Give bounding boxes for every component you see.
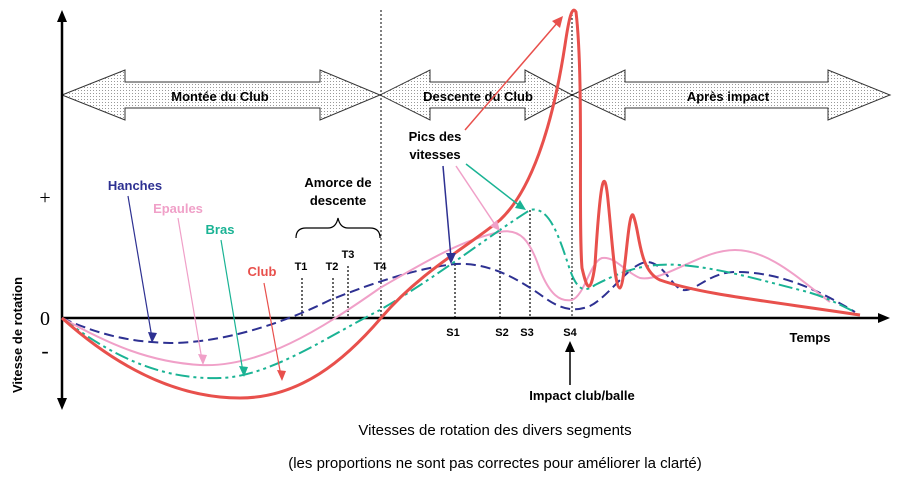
phase-arrow-after-impact bbox=[570, 69, 892, 121]
s-markers: S1 S2 S3 S4 bbox=[446, 210, 578, 339]
speed-peaks-label-line2: vitesses bbox=[409, 147, 460, 162]
downswing-start-label-line1: Amorce de bbox=[304, 175, 371, 190]
s4-label: S4 bbox=[563, 327, 577, 339]
arms-pointer-head bbox=[239, 366, 248, 377]
t1-label: T1 bbox=[295, 261, 308, 273]
y-axis-arrow-up bbox=[57, 10, 67, 22]
club-curve bbox=[60, 8, 861, 400]
shoulders-label: Epaules bbox=[153, 201, 203, 216]
arms-pointer bbox=[220, 239, 244, 373]
phase-label-after-impact: Après impact bbox=[687, 89, 770, 104]
peak-pointer-arms-head bbox=[515, 200, 526, 210]
speed-peaks-annotation: Pics des vitesses bbox=[409, 16, 563, 264]
impact-pointer-head bbox=[565, 341, 575, 352]
y-zero-label: 0 bbox=[40, 308, 50, 330]
peak-pointer-club-head bbox=[552, 16, 563, 28]
club-pointer bbox=[263, 282, 282, 377]
y-axis-label: Vitesse de rotation bbox=[10, 277, 25, 393]
downswing-start-annotation: Amorce de descente bbox=[295, 175, 381, 239]
phase-label-backswing: Montée du Club bbox=[171, 89, 269, 104]
y-axis-arrow-down bbox=[57, 398, 67, 410]
shoulders-pointer bbox=[177, 217, 203, 361]
caption-title: Vitesses de rotation des divers segments bbox=[358, 422, 631, 439]
downswing-start-label-line2: descente bbox=[310, 193, 366, 208]
peak-pointer-hips-head bbox=[446, 253, 456, 264]
club-label: Club bbox=[248, 264, 277, 279]
hips-label: Hanches bbox=[108, 178, 162, 193]
impact-label: Impact club/balle bbox=[529, 388, 634, 403]
hips-pointer-head bbox=[148, 332, 157, 343]
arms-label: Bras bbox=[206, 222, 235, 237]
shoulders-curve bbox=[61, 230, 831, 367]
y-plus-sign: + bbox=[39, 187, 50, 209]
curve-labels: Hanches Epaules Bras Club bbox=[108, 178, 286, 381]
s3-label: S3 bbox=[520, 327, 533, 339]
x-axis-arrow bbox=[878, 313, 890, 323]
peak-pointer-hips bbox=[442, 165, 452, 259]
t2-label: T2 bbox=[326, 261, 339, 273]
club-pointer-head bbox=[277, 370, 286, 381]
t-markers: T1 T2 T3 T4 bbox=[295, 249, 388, 318]
speed-peaks-label-line1: Pics des bbox=[409, 129, 462, 144]
impact-annotation: Impact club/balle bbox=[529, 341, 635, 403]
shoulders-pointer-head bbox=[198, 354, 207, 365]
peak-pointer-arms bbox=[465, 163, 521, 207]
axes: + 0 - Vitesse de rotation Temps bbox=[10, 10, 890, 410]
caption-note: (les proportions ne sont pas correctes p… bbox=[288, 455, 702, 472]
peak-pointer-club bbox=[464, 21, 559, 131]
curves bbox=[60, 8, 861, 400]
phase-arrows: Montée du Club Descente du Club Après im… bbox=[60, 69, 892, 121]
s2-label: S2 bbox=[495, 327, 508, 339]
t4-label: T4 bbox=[374, 261, 388, 273]
peak-pointer-shoulders-head bbox=[490, 220, 500, 231]
downswing-start-brace bbox=[295, 217, 381, 239]
y-minus-sign: - bbox=[41, 338, 48, 363]
t3-label: T3 bbox=[342, 249, 355, 261]
s1-label: S1 bbox=[446, 327, 459, 339]
peak-pointer-shoulders bbox=[455, 165, 497, 227]
phase-label-downswing: Descente du Club bbox=[423, 89, 533, 104]
x-axis-label: Temps bbox=[790, 330, 831, 345]
hips-pointer bbox=[127, 195, 153, 339]
arms-curve bbox=[61, 208, 856, 380]
